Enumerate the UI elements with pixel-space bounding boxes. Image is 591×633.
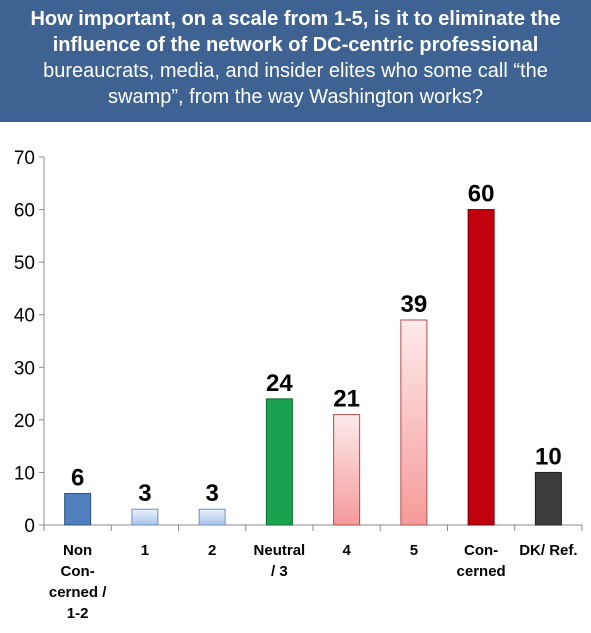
chart-title-bold: How important, on a scale from 1-5, is i… xyxy=(30,8,561,56)
x-tick-label: 5 xyxy=(409,542,419,559)
bar xyxy=(333,414,361,526)
data-label: 24 xyxy=(266,370,293,397)
y-tick-label: 20 xyxy=(14,411,35,432)
x-tick-label: DK/ Ref. xyxy=(519,542,578,559)
x-tick-label: Neutral/ 3 xyxy=(253,542,306,580)
data-label: 21 xyxy=(333,386,360,413)
x-tick-label: Con-cerned xyxy=(456,542,506,580)
data-label: 39 xyxy=(401,291,428,318)
y-tick-label: 60 xyxy=(14,201,35,222)
chart-title-rest: bureaucrats, media, and insider elites w… xyxy=(43,60,548,108)
data-label: 6 xyxy=(71,464,84,491)
y-tick-label: 30 xyxy=(14,358,35,379)
bar xyxy=(534,471,562,526)
bar xyxy=(400,319,428,526)
data-label: 60 xyxy=(468,181,495,208)
x-tick-label: 2 xyxy=(207,542,217,559)
data-label: 3 xyxy=(138,480,151,507)
data-label: 3 xyxy=(205,480,218,507)
y-tick-label: 10 xyxy=(14,463,35,484)
y-tick-label: 40 xyxy=(14,306,35,327)
bar xyxy=(265,398,293,526)
axes: 0 10 20 30 40 50 60 70 xyxy=(14,148,583,537)
x-tick-label: 1 xyxy=(140,542,150,559)
x-tick-label: 4 xyxy=(342,542,351,559)
bar xyxy=(131,508,159,526)
bar xyxy=(198,508,226,526)
y-tick-label: 70 xyxy=(14,148,35,169)
data-label: 10 xyxy=(535,443,562,470)
bar xyxy=(64,492,92,526)
bars: 6 3 3 24 21 39 60 10 xyxy=(64,181,562,526)
y-tick-label: 0 xyxy=(24,516,35,537)
bar xyxy=(467,209,495,526)
y-tick-label: 50 xyxy=(14,253,35,274)
chart-title: How important, on a scale from 1-5, is i… xyxy=(0,0,591,122)
x-tick-label: Non Con-cerned /1-2 xyxy=(48,542,107,622)
